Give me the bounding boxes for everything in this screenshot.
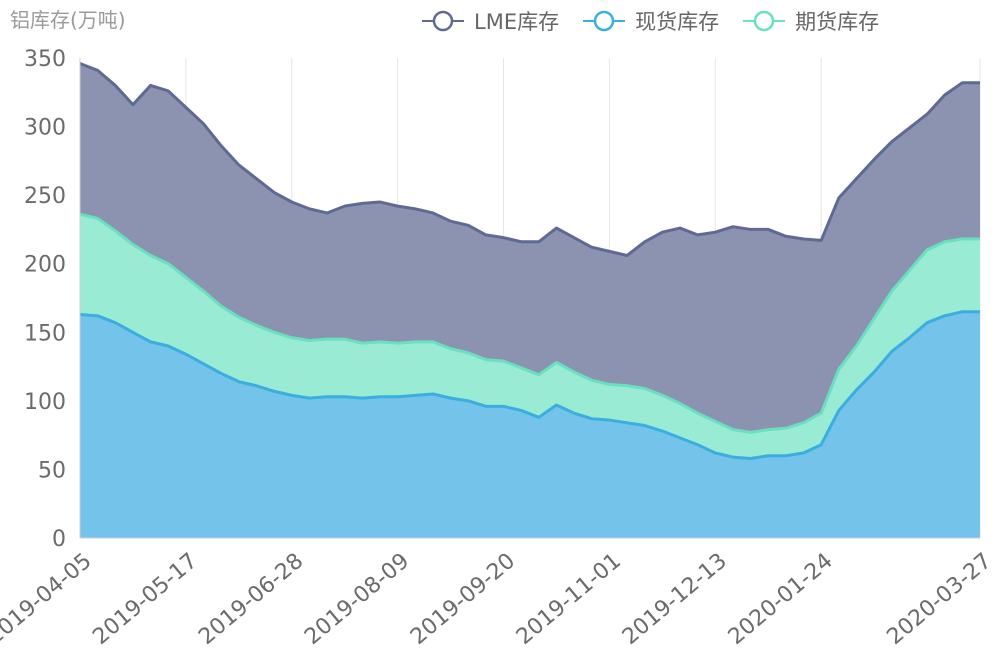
y-tick-label: 0 (52, 527, 66, 552)
y-tick-labels: 0 50 100 150 200 250 300 350 (24, 47, 66, 552)
x-tick-label: 2019-12-13 (618, 549, 732, 650)
legend-circle-icon (583, 10, 626, 32)
x-tick-label: 2019-04-05 (0, 549, 97, 650)
legend-label: LME库存 (474, 10, 560, 34)
series-line-2 (79, 212, 980, 434)
x-tick-label: 2019-06-28 (194, 549, 308, 650)
x-tick-label: 2019-11-01 (512, 549, 626, 650)
x-tick-label: 2019-08-09 (300, 549, 414, 650)
legend-item-spot[interactable]: 现货库存 (581, 6, 719, 36)
x-tick-labels: 2019-04-052019-05-172019-06-282019-08-09… (0, 549, 997, 650)
legend-label: 现货库存 (635, 10, 720, 34)
legend-circle-icon (743, 10, 786, 32)
y-tick-label: 50 (38, 458, 66, 483)
y-tick-label: 300 (24, 116, 66, 141)
x-tick-label: 2019-05-17 (88, 549, 202, 650)
y-tick-label: 250 (24, 184, 66, 209)
y-tick-label: 200 (24, 253, 66, 278)
y-tick-label: 150 (24, 321, 66, 346)
legend-item-lme[interactable]: LME库存 (420, 6, 559, 36)
series-line-0 (79, 62, 980, 257)
legend: LME库存 现货库存 期货库存 (420, 6, 879, 36)
legend-circle-icon (422, 10, 464, 32)
series-line-1 (79, 310, 980, 460)
legend-label: 期货库存 (795, 10, 880, 34)
legend-item-futures[interactable]: 期货库存 (741, 6, 879, 36)
axes (79, 58, 980, 539)
x-tick-label: 2020-03-27 (883, 549, 997, 650)
series-lines (79, 62, 980, 460)
y-axis-title: 铝库存(万吨) (10, 8, 126, 32)
series-area-1 (80, 311, 980, 538)
x-tick-label: 2020-01-24 (724, 549, 838, 650)
y-tick-label: 350 (24, 47, 66, 72)
y-tick-label: 100 (24, 390, 66, 415)
x-tick-label: 2019-09-20 (406, 549, 520, 650)
